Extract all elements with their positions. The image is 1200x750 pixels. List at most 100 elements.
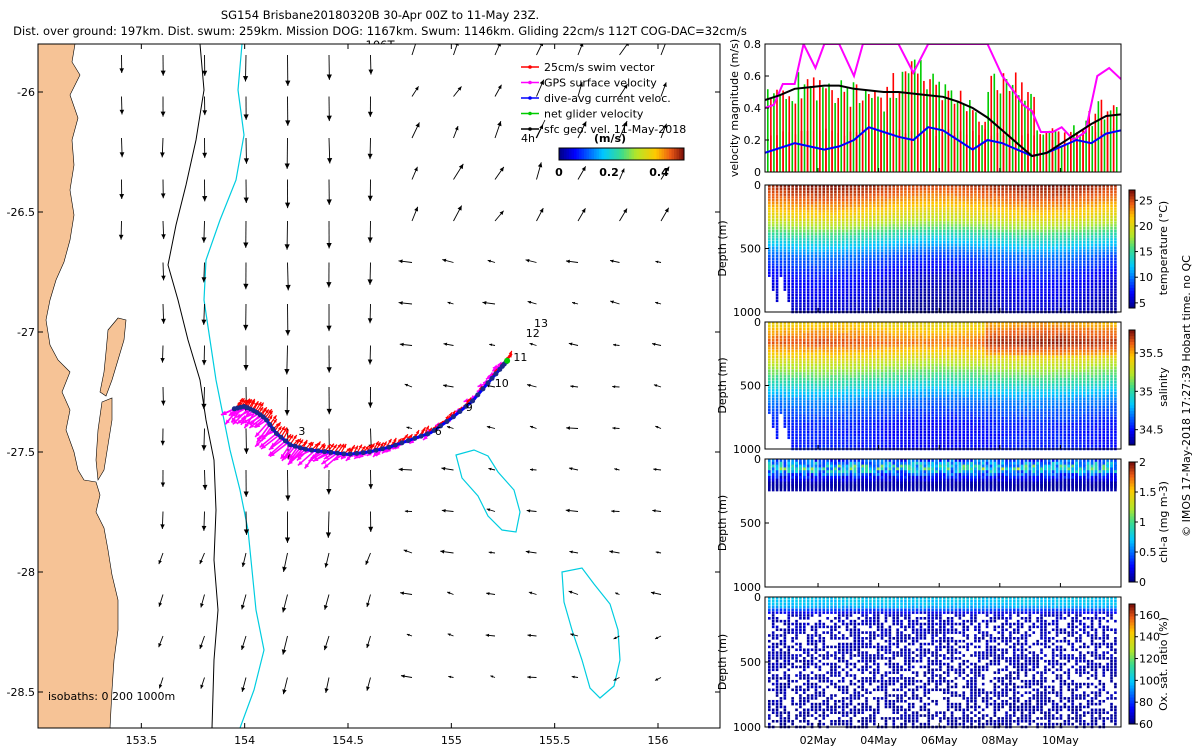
swim-velocity-bar: [855, 132, 858, 172]
salinity-colorbar-cell: [1129, 361, 1135, 365]
net-velocity-bar: [1030, 93, 1032, 172]
sfc-velocity-arrow: [365, 552, 371, 565]
net-velocity-bar: [809, 85, 812, 172]
net-velocity-bar: [815, 100, 818, 172]
map-legend: 25cm/s swim vector GPS surface velocity di…: [521, 61, 686, 179]
swim-velocity-bar: [886, 133, 888, 172]
sfc-velocity-arrow: [403, 549, 413, 554]
sfc-velocity-arrow: [527, 300, 537, 305]
map-colorbar-cell: [606, 148, 610, 160]
moreton-island: [99, 317, 127, 397]
net-velocity-bar: [969, 100, 971, 172]
salinity-colorbar-label: salinity: [1157, 367, 1170, 407]
sfc-velocity-arrow: [494, 120, 502, 139]
sfc-velocity-arrow: [482, 301, 496, 305]
map-colorbar-tick: 0.2: [599, 166, 619, 179]
sfc-velocity-arrow: [161, 220, 166, 240]
salinity-colorbar-cell: [1129, 381, 1135, 386]
sfc-velocity-arrow: [160, 54, 166, 76]
swim-vector: [270, 418, 278, 428]
sfc-velocity-arrow: [326, 345, 332, 373]
swim-vector: [282, 429, 290, 440]
sfc-velocity-arrow: [240, 635, 247, 651]
velocity-ytick-label: 0.4: [744, 102, 762, 115]
map-colorbar-cell: [594, 148, 597, 160]
track-point: [278, 434, 284, 440]
sfc-velocity-arrow: [326, 54, 332, 80]
gps-vector: [230, 406, 248, 418]
swim-velocity-bar: [800, 130, 803, 172]
gps-vector: [256, 430, 275, 440]
sfc-velocity-arrow: [565, 508, 579, 513]
swim-vector: [274, 421, 282, 432]
swim-vector: [327, 443, 335, 453]
velocity-ytick-label: 0.6: [744, 70, 762, 83]
salinity-colorbar-cell: [1129, 407, 1135, 411]
net-velocity-bar: [956, 100, 959, 172]
gps-vector: [289, 447, 301, 461]
sfc-velocity-arrow: [577, 44, 584, 56]
net-velocity-bar: [1011, 84, 1014, 172]
temperature-colorbar-cell: [1129, 228, 1135, 232]
sfc-velocity-arrow: [367, 137, 373, 160]
swim-velocity-bar: [1076, 134, 1078, 172]
temperature-colorbar-cell: [1129, 269, 1135, 274]
chla-colorbar-cell: [1129, 528, 1135, 532]
salinity-colorbar-cell: [1129, 355, 1135, 360]
track-point: [457, 408, 463, 414]
map-xtick-label: 156: [648, 734, 669, 747]
net-velocity-bar: [858, 103, 861, 172]
net-velocity-bar: [1115, 107, 1118, 172]
map-axes: 153.5 154 154.5 155 155.5 156 -26 -26.5 -27 -27.5…: [7, 44, 720, 747]
map-ytick-label: -28.5: [7, 686, 35, 699]
sfc-velocity-arrow: [612, 426, 620, 430]
track-point: [321, 449, 327, 455]
temperature-colorbar-tick: 20: [1139, 220, 1153, 233]
sfc-velocity-arrow: [285, 54, 291, 87]
track-point: [380, 446, 386, 452]
swim-velocity-bar: [782, 131, 784, 172]
track-point: [475, 392, 481, 398]
sfc-velocity-arrow: [442, 258, 454, 263]
sfc-velocity-arrow: [199, 635, 205, 650]
sfc-velocity-arrow: [655, 260, 662, 264]
colorbar-title: (m/s): [594, 132, 626, 145]
oxygen-colorbar-cell: [1129, 640, 1135, 644]
temperature-colorbar-cell: [1129, 231, 1135, 235]
sfc-velocity-arrow: [367, 345, 373, 365]
sfc-velocity-arrow: [619, 83, 628, 97]
temperature-colorbar-cell: [1129, 207, 1135, 212]
swim-velocity-bar: [916, 131, 919, 172]
temperature-ytick-label: 1000: [733, 306, 761, 319]
sfc-velocity-arrow: [285, 96, 291, 126]
track-point: [425, 431, 431, 437]
temperature-colorbar-cell: [1129, 284, 1135, 288]
chla-colorbar-cell: [1129, 531, 1135, 535]
day-label: 3: [298, 425, 305, 438]
oxygen-colorbar-cell: [1129, 667, 1135, 671]
net-velocity-bar: [1005, 79, 1008, 172]
temperature-colorbar-tick: 25: [1139, 194, 1153, 207]
swim-velocity-bar: [831, 130, 833, 172]
sfc-velocity-arrow: [453, 163, 464, 180]
chla-colorbar-cell: [1129, 519, 1135, 523]
sfc-velocity-arrow: [243, 262, 249, 290]
sfc-velocity-arrow: [284, 345, 290, 375]
sfc-velocity-arrow: [119, 137, 125, 158]
chla-colorbar-label: chl-a (mg m-3): [1157, 481, 1170, 563]
salinity-colorbar-cell: [1129, 338, 1135, 342]
track-point: [282, 438, 288, 444]
swim-velocity-bar: [923, 80, 925, 172]
net-velocity-bar: [785, 98, 787, 172]
oxygen-colorbar-cell: [1129, 676, 1135, 680]
legend-label: 25cm/s swim vector: [544, 61, 655, 74]
swim-velocity-bar: [1088, 128, 1090, 172]
temperature-colorbar-cell: [1129, 225, 1135, 229]
sfc-velocity-arrow: [619, 208, 628, 222]
chla-colorbar-cell: [1129, 495, 1135, 499]
chla-colorbar-cell: [1129, 471, 1135, 475]
chla-colorbar-cell: [1129, 477, 1135, 481]
sfc-velocity-arrow: [281, 594, 288, 613]
sfc-velocity-arrow: [201, 262, 207, 283]
map-colorbar-cell: [669, 148, 672, 160]
